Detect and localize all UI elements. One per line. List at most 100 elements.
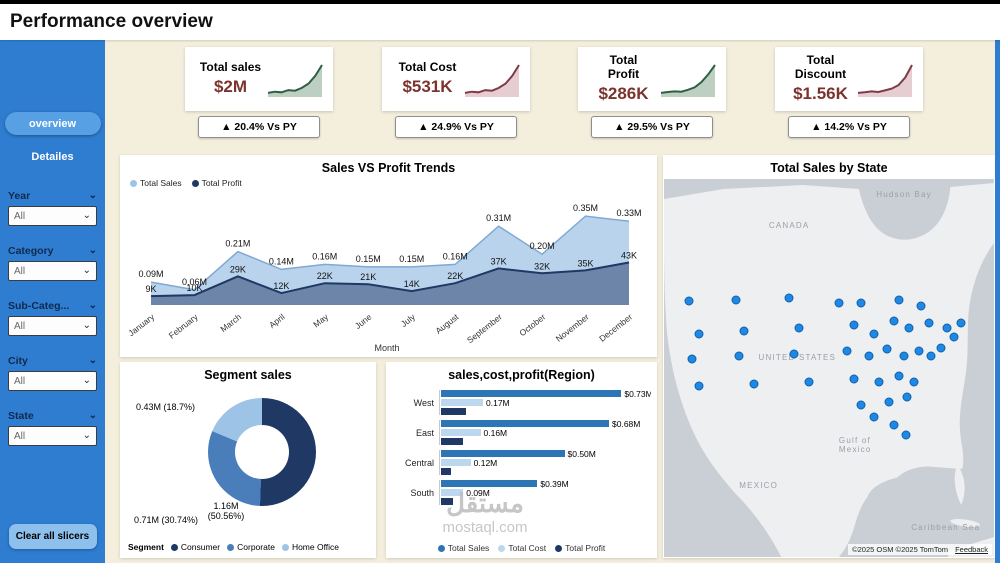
map-data-dot[interactable] bbox=[899, 351, 909, 361]
map-data-dot[interactable] bbox=[789, 349, 799, 359]
sales-vs-profit-trend-chart[interactable]: Sales VS Profit Trends Total Sales Total … bbox=[120, 155, 657, 357]
slicer-year-header[interactable]: Year ⌄ bbox=[8, 190, 97, 202]
map-data-dot[interactable] bbox=[749, 379, 759, 389]
slicer-subcategory-header[interactable]: Sub-Categ... ⌄ bbox=[8, 300, 97, 312]
donut-legend: Segment Consumer Corporate Home Office bbox=[128, 542, 339, 552]
map-feedback-link[interactable]: Feedback bbox=[955, 545, 988, 554]
map-data-dot[interactable] bbox=[956, 318, 966, 328]
region-bars-chart[interactable]: sales,cost,profit(Region) West $0.73M 0.17… bbox=[386, 362, 657, 558]
bar-value-label: $0.50M bbox=[567, 450, 596, 459]
slicer-city-dropdown[interactable]: All ⌄ bbox=[8, 371, 97, 391]
slicer-city-header[interactable]: City ⌄ bbox=[8, 355, 97, 367]
bar-total-sales[interactable] bbox=[441, 420, 609, 427]
map-data-dot[interactable] bbox=[869, 412, 879, 422]
map-data-dot[interactable] bbox=[684, 296, 694, 306]
map-area[interactable]: ©2025 OSM ©2025 TomTom Feedback CANADA Hu… bbox=[664, 179, 994, 557]
map-data-dot[interactable] bbox=[894, 371, 904, 381]
map-data-dot[interactable] bbox=[936, 343, 946, 353]
map-data-dot[interactable] bbox=[926, 351, 936, 361]
map-data-dot[interactable] bbox=[849, 320, 859, 330]
map-data-dot[interactable] bbox=[914, 346, 924, 356]
map-data-dot[interactable] bbox=[784, 293, 794, 303]
map-data-dot[interactable] bbox=[731, 295, 741, 305]
total-sales-by-state-map[interactable]: Total Sales by State ©2025 OSM ©2025 Tom… bbox=[663, 155, 995, 558]
map-data-dot[interactable] bbox=[869, 329, 879, 339]
map-data-dot[interactable] bbox=[902, 392, 912, 402]
svg-text:0.21M: 0.21M bbox=[225, 239, 250, 249]
legend-item[interactable]: Total Sales bbox=[130, 178, 182, 188]
slicer-category-header[interactable]: Category ⌄ bbox=[8, 245, 97, 257]
bar-stack: $0.73M 0.17M bbox=[439, 390, 651, 415]
bar-total-profit[interactable] bbox=[441, 408, 466, 415]
legend-item[interactable]: Consumer bbox=[170, 542, 220, 552]
slicer-year-dropdown[interactable]: All ⌄ bbox=[8, 206, 97, 226]
slicer-subcategory-dropdown[interactable]: All ⌄ bbox=[8, 316, 97, 336]
legend-item[interactable]: Corporate bbox=[227, 542, 275, 552]
map-data-dot[interactable] bbox=[849, 374, 859, 384]
map-data-dot[interactable] bbox=[734, 351, 744, 361]
svg-text:35K: 35K bbox=[577, 258, 593, 268]
map-data-dot[interactable] bbox=[894, 295, 904, 305]
bar-total-cost[interactable] bbox=[441, 429, 481, 436]
map-data-dot[interactable] bbox=[924, 318, 934, 328]
map-data-dot[interactable] bbox=[739, 326, 749, 336]
map-data-dot[interactable] bbox=[889, 316, 899, 326]
kpi-total-discount: Total Discount $1.56K ▲ 14.2% Vs PY bbox=[775, 47, 923, 138]
bar-total-cost[interactable] bbox=[441, 489, 464, 496]
slice-label-home-office: 0.43M (18.7%) bbox=[136, 402, 196, 412]
bar-total-profit[interactable] bbox=[441, 468, 451, 475]
legend-item[interactable]: Total Profit bbox=[191, 178, 242, 188]
kpi-card: Total Cost $531K bbox=[382, 47, 530, 111]
map-data-dot[interactable] bbox=[916, 301, 926, 311]
map-data-dot[interactable] bbox=[889, 420, 899, 430]
map-data-dot[interactable] bbox=[694, 381, 704, 391]
map-data-dot[interactable] bbox=[874, 377, 884, 387]
map-data-dot[interactable] bbox=[864, 351, 874, 361]
map-data-dot[interactable] bbox=[904, 323, 914, 333]
svg-text:February: February bbox=[167, 311, 201, 340]
legend-item[interactable]: Total Cost bbox=[498, 543, 546, 553]
bar-total-cost[interactable] bbox=[441, 459, 471, 466]
legend-item[interactable]: Home Office bbox=[281, 542, 339, 552]
segment-sales-donut-chart[interactable]: Segment sales 0.43M (18.7%) 0.71M (30.74… bbox=[120, 362, 376, 558]
svg-text:0.16M: 0.16M bbox=[312, 251, 337, 261]
bar-total-sales[interactable] bbox=[441, 450, 565, 457]
map-data-dot[interactable] bbox=[909, 377, 919, 387]
bar-total-profit[interactable] bbox=[441, 498, 454, 505]
bar-total-sales[interactable] bbox=[441, 480, 538, 487]
bar-row: 0.17M bbox=[441, 398, 651, 408]
nav-overview-button[interactable]: overview bbox=[4, 112, 101, 135]
map-data-dot[interactable] bbox=[834, 298, 844, 308]
legend-item[interactable]: Total Sales bbox=[437, 543, 490, 553]
bar-total-sales[interactable] bbox=[441, 390, 622, 397]
chart-title: Segment sales bbox=[204, 368, 292, 382]
map-data-dot[interactable] bbox=[804, 377, 814, 387]
map-data-dot[interactable] bbox=[882, 344, 892, 354]
slicer-state-dropdown[interactable]: All ⌄ bbox=[8, 426, 97, 446]
map-data-dot[interactable] bbox=[856, 400, 866, 410]
bar-total-cost[interactable] bbox=[441, 399, 483, 406]
legend-item[interactable]: Total Profit bbox=[555, 543, 605, 553]
bar-total-profit[interactable] bbox=[441, 438, 464, 445]
slice-label-consumer: 1.16M (50.56%) bbox=[207, 501, 245, 521]
legend-label: Total Cost bbox=[508, 543, 547, 553]
map-data-dot[interactable] bbox=[694, 329, 704, 339]
svg-text:22K: 22K bbox=[447, 271, 463, 281]
slicer-city: City ⌄ All ⌄ bbox=[8, 355, 97, 391]
slicer-state-header[interactable]: State ⌄ bbox=[8, 410, 97, 422]
map-data-dot[interactable] bbox=[884, 397, 894, 407]
map-data-dot[interactable] bbox=[949, 332, 959, 342]
clear-all-slicers-button[interactable]: Clear all slicers bbox=[8, 524, 97, 549]
map-data-dot[interactable] bbox=[901, 430, 911, 440]
map-data-dot[interactable] bbox=[856, 298, 866, 308]
slicer-category-dropdown[interactable]: All ⌄ bbox=[8, 261, 97, 281]
map-data-dot[interactable] bbox=[794, 323, 804, 333]
chevron-down-icon: ⌄ bbox=[82, 210, 91, 221]
map-data-dot[interactable] bbox=[687, 354, 697, 364]
map-data-dot[interactable] bbox=[842, 346, 852, 356]
svg-text:November: November bbox=[554, 312, 591, 344]
legend-label: Total Sales bbox=[447, 543, 490, 553]
nav-details-button[interactable]: Detailes bbox=[25, 150, 79, 164]
kpi-sparkline bbox=[660, 64, 716, 97]
map-data-dot[interactable] bbox=[942, 323, 952, 333]
